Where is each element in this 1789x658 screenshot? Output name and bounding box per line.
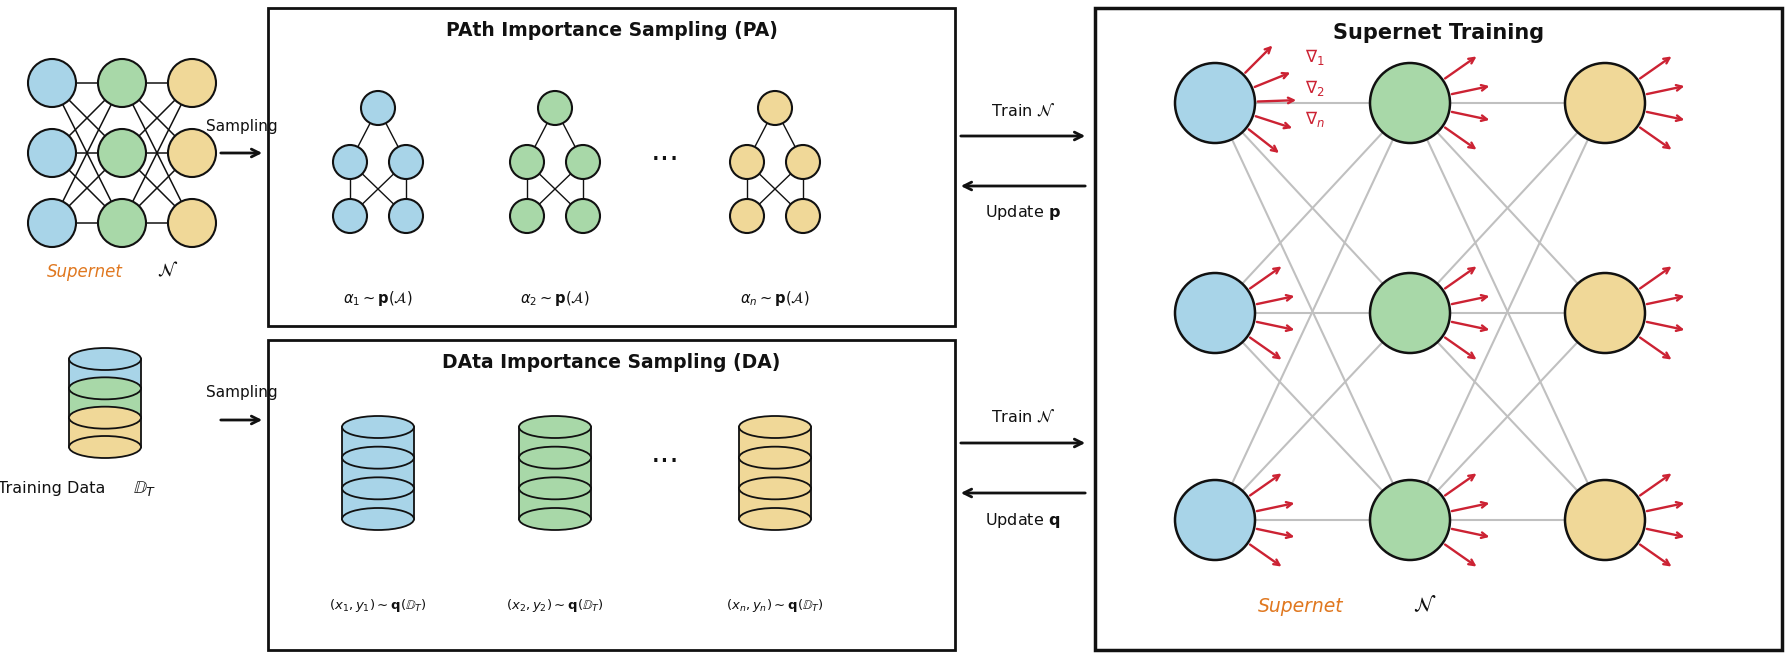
Bar <box>739 458 810 488</box>
Text: $(x_1,y_1) \sim \mathbf{q}(\mathbb{D}_T)$: $(x_1,y_1) \sim \mathbf{q}(\mathbb{D}_T)… <box>329 597 426 615</box>
Ellipse shape <box>1174 273 1254 353</box>
Ellipse shape <box>361 91 395 125</box>
Ellipse shape <box>342 477 413 499</box>
Ellipse shape <box>168 129 216 177</box>
Ellipse shape <box>1369 273 1449 353</box>
Ellipse shape <box>168 199 216 247</box>
Text: $\nabla_n$: $\nabla_n$ <box>1304 109 1324 129</box>
Ellipse shape <box>1564 63 1644 143</box>
Ellipse shape <box>388 199 422 233</box>
Ellipse shape <box>519 416 590 438</box>
Bar <box>519 458 590 488</box>
Text: $\alpha_2 \sim \mathbf{p}(\mathcal{A})$: $\alpha_2 \sim \mathbf{p}(\mathcal{A})$ <box>521 288 589 307</box>
Ellipse shape <box>1369 63 1449 143</box>
Text: Update $\mathbf{p}$: Update $\mathbf{p}$ <box>984 203 1061 222</box>
Ellipse shape <box>70 407 141 428</box>
Text: Update $\mathbf{q}$: Update $\mathbf{q}$ <box>986 511 1061 530</box>
Ellipse shape <box>98 59 147 107</box>
Text: ···: ··· <box>649 145 680 174</box>
Text: $(x_n,y_n) \sim \mathbf{q}(\mathbb{D}_T)$: $(x_n,y_n) \sim \mathbf{q}(\mathbb{D}_T)… <box>726 597 823 615</box>
Ellipse shape <box>565 145 599 179</box>
Bar <box>70 418 141 447</box>
Ellipse shape <box>538 91 572 125</box>
Ellipse shape <box>739 416 810 438</box>
Text: PAth Importance Sampling (PA): PAth Importance Sampling (PA) <box>445 22 776 41</box>
Ellipse shape <box>70 348 141 370</box>
Bar <box>739 427 810 458</box>
Text: $\nabla_2$: $\nabla_2$ <box>1304 78 1324 98</box>
Ellipse shape <box>785 199 819 233</box>
Ellipse shape <box>342 447 413 468</box>
Text: Sampling: Sampling <box>206 386 277 401</box>
Bar <box>519 427 590 458</box>
Ellipse shape <box>730 199 764 233</box>
Text: $(x_2,y_2) \sim \mathbf{q}(\mathbb{D}_T)$: $(x_2,y_2) \sim \mathbf{q}(\mathbb{D}_T)… <box>506 597 603 615</box>
Text: $\mathcal{N}$: $\mathcal{N}$ <box>1412 595 1435 615</box>
Ellipse shape <box>342 416 413 438</box>
Ellipse shape <box>29 199 75 247</box>
Bar <box>342 488 413 519</box>
Ellipse shape <box>519 447 590 468</box>
Ellipse shape <box>29 129 75 177</box>
Bar <box>342 458 413 488</box>
Text: $\mathcal{N}$: $\mathcal{N}$ <box>157 261 179 280</box>
Ellipse shape <box>98 199 147 247</box>
Ellipse shape <box>565 199 599 233</box>
Ellipse shape <box>757 91 791 125</box>
Ellipse shape <box>342 508 413 530</box>
Text: Supernet: Supernet <box>1258 597 1344 615</box>
Ellipse shape <box>730 145 764 179</box>
Text: $\mathbb{D}_T$: $\mathbb{D}_T$ <box>132 479 157 498</box>
Text: $\nabla_1$: $\nabla_1$ <box>1304 47 1324 67</box>
Bar <box>519 488 590 519</box>
Bar <box>739 488 810 519</box>
Ellipse shape <box>168 59 216 107</box>
Bar <box>70 359 141 388</box>
Text: Train $\mathcal{N}$: Train $\mathcal{N}$ <box>989 101 1056 118</box>
Text: Supernet: Supernet <box>47 263 123 281</box>
Text: DAta Importance Sampling (DA): DAta Importance Sampling (DA) <box>442 353 780 372</box>
Ellipse shape <box>519 508 590 530</box>
Text: Train $\mathcal{N}$: Train $\mathcal{N}$ <box>989 407 1056 424</box>
Ellipse shape <box>70 436 141 458</box>
Bar <box>70 388 141 418</box>
Ellipse shape <box>510 145 544 179</box>
Ellipse shape <box>98 129 147 177</box>
Ellipse shape <box>70 377 141 399</box>
Text: Supernet Training: Supernet Training <box>1333 23 1544 43</box>
FancyBboxPatch shape <box>1095 8 1782 650</box>
Ellipse shape <box>1174 63 1254 143</box>
Text: Training Data: Training Data <box>0 481 106 496</box>
Ellipse shape <box>333 145 367 179</box>
Ellipse shape <box>739 508 810 530</box>
Bar <box>342 427 413 458</box>
Text: Sampling: Sampling <box>206 118 277 134</box>
Ellipse shape <box>1564 480 1644 560</box>
Ellipse shape <box>333 199 367 233</box>
FancyBboxPatch shape <box>268 340 955 650</box>
Text: $\alpha_1 \sim \mathbf{p}(\mathcal{A})$: $\alpha_1 \sim \mathbf{p}(\mathcal{A})$ <box>343 288 413 307</box>
Ellipse shape <box>739 477 810 499</box>
Ellipse shape <box>1564 273 1644 353</box>
Text: ···: ··· <box>649 449 680 478</box>
Ellipse shape <box>510 199 544 233</box>
Ellipse shape <box>1174 480 1254 560</box>
Ellipse shape <box>739 447 810 468</box>
Ellipse shape <box>1369 480 1449 560</box>
Ellipse shape <box>29 59 75 107</box>
FancyBboxPatch shape <box>268 8 955 326</box>
Ellipse shape <box>519 477 590 499</box>
Ellipse shape <box>388 145 422 179</box>
Ellipse shape <box>785 145 819 179</box>
Text: $\alpha_n \sim \mathbf{p}(\mathcal{A})$: $\alpha_n \sim \mathbf{p}(\mathcal{A})$ <box>741 288 809 307</box>
